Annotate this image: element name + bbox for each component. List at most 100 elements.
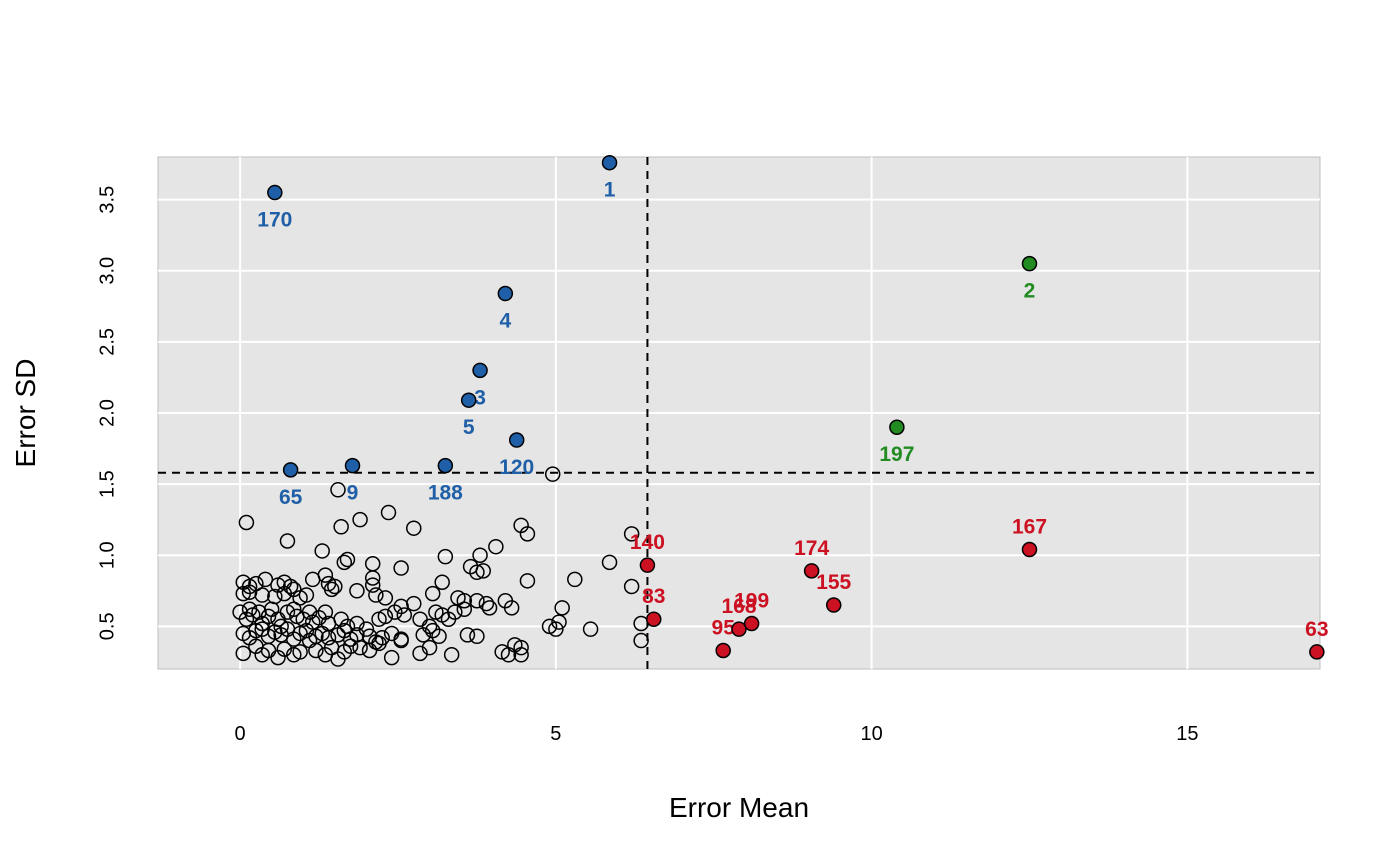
highlighted-point-95 (715, 642, 731, 659)
open-point (412, 645, 428, 662)
point-label-174: 174 (794, 537, 829, 560)
open-point (364, 570, 381, 586)
open-point (567, 571, 583, 588)
point-label-4: 4 (499, 310, 511, 333)
highlighted-point-168 (731, 621, 747, 637)
gridlines (158, 157, 1320, 669)
open-point (380, 504, 397, 521)
open-point (292, 644, 308, 660)
open-point (582, 621, 599, 637)
y-tick-label: 2.5 (96, 328, 118, 356)
point-label-197: 197 (879, 443, 914, 466)
open-point (314, 543, 330, 559)
y-tick-label: 1.5 (96, 470, 118, 498)
open-point (601, 554, 618, 571)
point-label-188: 188 (428, 482, 463, 505)
open-point (364, 577, 381, 593)
point-label-168: 168 (721, 595, 756, 618)
point-label-170: 170 (257, 209, 292, 232)
x-tick-label: 10 (860, 723, 882, 745)
open-point (469, 592, 485, 609)
point-label-167: 167 (1012, 516, 1047, 539)
open-point (342, 638, 359, 654)
open-point (459, 627, 476, 643)
open-point (478, 595, 495, 612)
open-point (513, 647, 529, 663)
highlighted-point-63 (1309, 644, 1325, 660)
y-tick-label: 3.0 (96, 257, 118, 285)
open-point (519, 573, 536, 589)
open-point (623, 526, 640, 542)
open-point (393, 560, 409, 576)
open-point (472, 547, 488, 563)
open-point (377, 590, 394, 606)
point-label-63: 63 (1305, 618, 1328, 641)
open-point (238, 514, 255, 531)
open-point (548, 621, 564, 637)
y-tick-labels: 0.5 1.0 1.5 2.0 2.5 3.0 3.5 (96, 186, 118, 640)
open-point (257, 571, 274, 588)
open-point (358, 621, 375, 637)
open-point (456, 601, 473, 618)
point-label-140: 140 (630, 531, 665, 554)
open-point (301, 604, 318, 620)
highlighted-point-155 (825, 597, 842, 613)
open-points-layer (232, 466, 649, 667)
open-point (336, 554, 353, 571)
open-point (330, 482, 346, 498)
open-point (327, 578, 343, 595)
open-point (551, 614, 567, 630)
highlighted-point-120 (508, 432, 525, 448)
highlighted-point-5 (460, 392, 477, 408)
open-point (544, 466, 561, 482)
point-label-1: 1 (604, 179, 616, 202)
open-point (387, 604, 403, 620)
y-axis-title: Error SD (10, 359, 41, 468)
open-point (248, 622, 264, 639)
point-label-199: 199 (734, 589, 769, 612)
open-point (406, 520, 422, 536)
highlighted-point-174 (803, 563, 820, 579)
highlighted-point-65 (282, 462, 299, 478)
open-point (554, 600, 570, 616)
open-point (235, 585, 252, 602)
open-point (333, 519, 349, 535)
open-point (349, 615, 365, 632)
y-tick-label: 0.5 (96, 612, 118, 640)
y-tick-label: 2.0 (96, 399, 118, 427)
highlighted-point-140 (639, 557, 656, 573)
open-point (298, 587, 315, 603)
open-point (393, 632, 409, 649)
point-label-2: 2 (1024, 280, 1036, 303)
x-tick-labels: 0 5 10 15 (235, 723, 1199, 745)
open-point (352, 511, 368, 528)
open-point (235, 645, 252, 662)
highlighted-point-4 (497, 285, 514, 302)
highlighted-point-197 (889, 419, 905, 435)
open-point (456, 592, 473, 609)
open-point (503, 600, 520, 616)
open-point (368, 587, 384, 603)
open-point (434, 574, 450, 590)
open-point (260, 608, 277, 625)
open-point (298, 622, 315, 639)
y-tick-label: 1.0 (96, 541, 118, 569)
open-point (623, 578, 640, 595)
open-point (349, 583, 365, 599)
open-point (421, 639, 438, 656)
open-point (469, 564, 485, 581)
y-tick-label: 3.5 (96, 186, 118, 214)
open-point (447, 604, 463, 620)
highlighted-point-167 (1021, 541, 1038, 558)
open-point (377, 608, 394, 625)
open-point (396, 607, 413, 623)
open-point (286, 601, 302, 618)
open-point (276, 641, 293, 657)
x-tick-label: 5 (550, 723, 561, 745)
open-point (308, 642, 324, 659)
point-label-3: 3 (474, 386, 486, 409)
open-point (633, 632, 649, 649)
open-point (519, 526, 536, 542)
open-point (339, 551, 356, 568)
